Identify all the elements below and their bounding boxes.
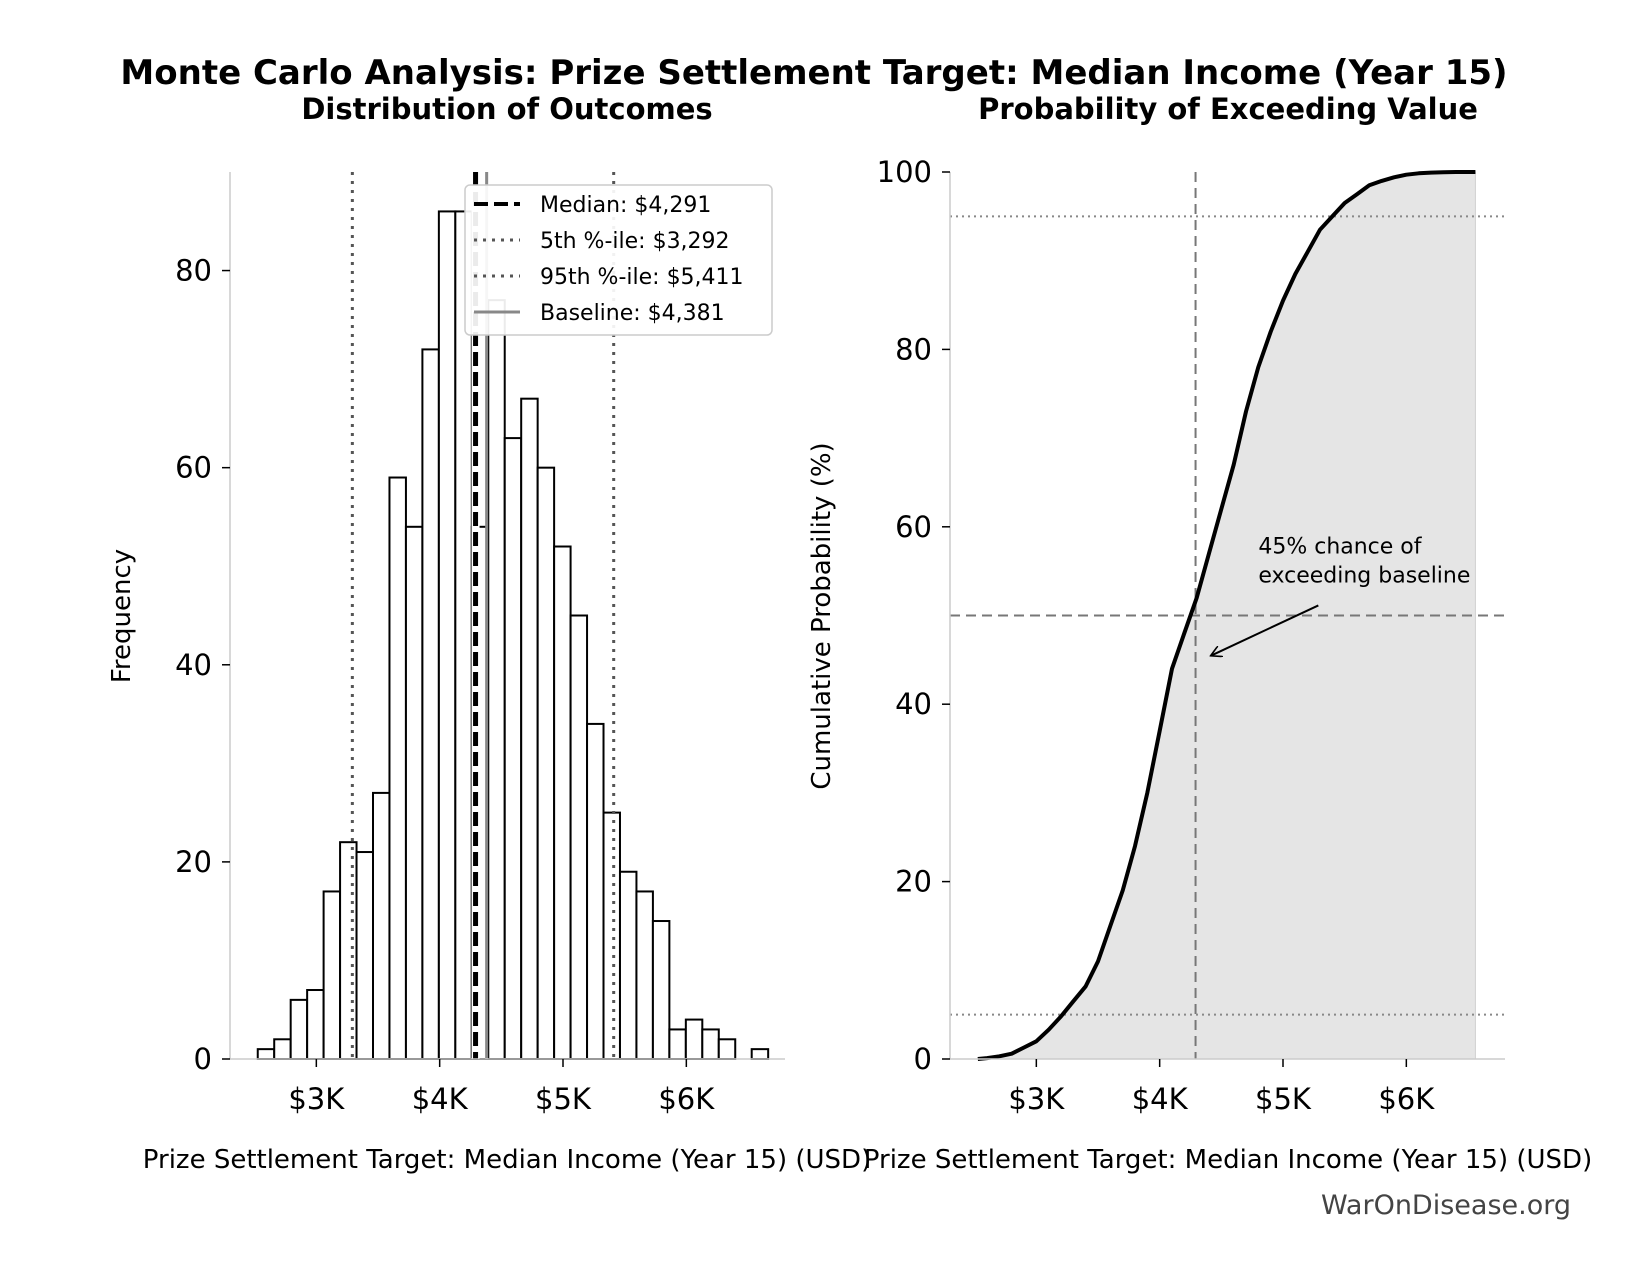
- histogram-bars: [256, 210, 770, 1061]
- histogram-x-ticks: $3K $4K $5K $6K: [288, 1059, 715, 1116]
- y-tick-label: 40: [175, 648, 212, 682]
- histogram-y-ticks: 0 20 40 60 80: [175, 254, 230, 1076]
- y-tick-label: 60: [895, 510, 932, 544]
- y-tick-label: 80: [895, 332, 932, 366]
- cumulative-x-axis-label: Prize Settlement Target: Median Income (…: [864, 1145, 1592, 1175]
- histogram-bar: [355, 851, 375, 1060]
- histogram-bar: [503, 437, 523, 1061]
- histogram-bar: [487, 299, 506, 1061]
- histogram-bar: [668, 1028, 687, 1061]
- histogram-bar: [437, 210, 457, 1060]
- histogram-bar: [569, 614, 589, 1060]
- cumulative-reference-lines: [950, 172, 1505, 1059]
- x-tick-label: $6K: [658, 1082, 715, 1116]
- y-tick-label: 20: [895, 865, 932, 899]
- y-tick-label: 0: [194, 1042, 212, 1076]
- histogram-bar: [454, 210, 473, 1060]
- annotation-line-1: 45% chance of: [1258, 534, 1422, 559]
- histogram-bar: [306, 989, 325, 1060]
- cumulative-y-axis-label: Cumulative Probability (%): [807, 442, 837, 789]
- legend-p95-label: 95th %-ile: $5,411: [540, 265, 744, 290]
- histogram-x-axis-label: Prize Settlement Target: Median Income (…: [143, 1145, 871, 1175]
- histogram-bar: [717, 1038, 737, 1061]
- annotation-line-2: exceeding baseline: [1258, 563, 1470, 588]
- cumulative-y-ticks: 0 20 40 60 80 100: [877, 155, 950, 1076]
- histogram-bar: [421, 348, 440, 1060]
- histogram-bar: [618, 870, 638, 1060]
- x-tick-label: $4K: [1132, 1082, 1189, 1116]
- watermark: WarOnDisease.org: [1321, 1190, 1571, 1221]
- x-tick-label: $5K: [1255, 1082, 1312, 1116]
- histogram-bar: [256, 1048, 276, 1060]
- y-tick-label: 80: [175, 254, 212, 288]
- x-tick-label: $3K: [288, 1082, 345, 1116]
- histogram-bar: [701, 1028, 720, 1061]
- histogram-bar: [635, 890, 654, 1061]
- histogram-bar: [750, 1048, 770, 1060]
- annotation-arrow: [1211, 604, 1319, 655]
- figure-title: Monte Carlo Analysis: Prize Settlement T…: [120, 53, 1507, 93]
- histogram-bar: [520, 397, 539, 1060]
- histogram-bar: [536, 466, 556, 1060]
- legend-median-label: Median: $4,291: [540, 193, 711, 218]
- legend-box: [464, 184, 773, 336]
- histogram-bar: [388, 476, 407, 1060]
- y-tick-label: 100: [877, 155, 932, 189]
- histogram-bar: [553, 545, 572, 1060]
- x-tick-label: $5K: [535, 1082, 592, 1116]
- histogram-bar: [289, 998, 309, 1060]
- histogram-legend: Median: $4,291 5th %-ile: $3,292 95th %-…: [464, 184, 773, 336]
- legend-baseline-label: Baseline: $4,381: [540, 301, 725, 326]
- histogram-bar: [684, 1018, 704, 1060]
- histogram-bar: [651, 920, 671, 1060]
- cumulative-title: Probability of Exceeding Value: [978, 92, 1478, 126]
- annotation-text: 45% chance of exceeding baseline: [1258, 534, 1470, 588]
- cumulative-panel: Probability of Exceeding Value 0 20 40 60 80…: [807, 92, 1592, 1175]
- histogram-y-axis-label: Frequency: [107, 549, 137, 683]
- y-tick-label: 40: [895, 687, 932, 721]
- cumulative-curve: [977, 170, 1476, 1061]
- x-tick-label: $3K: [1008, 1082, 1065, 1116]
- histogram-bar: [404, 525, 424, 1060]
- histogram-title: Distribution of Outcomes: [301, 92, 712, 126]
- histogram-bar: [322, 890, 342, 1061]
- histogram-bar: [586, 722, 605, 1061]
- x-tick-label: $6K: [1378, 1082, 1435, 1116]
- y-tick-label: 20: [175, 845, 212, 879]
- y-tick-label: 60: [175, 451, 212, 485]
- histogram-bar: [339, 841, 358, 1061]
- y-tick-label: 0: [914, 1042, 932, 1076]
- histogram-bar: [273, 1038, 292, 1061]
- histogram-bar: [602, 811, 621, 1060]
- legend-p5-label: 5th %-ile: $3,292: [540, 229, 730, 254]
- cumulative-x-ticks: $3K $4K $5K $6K: [1008, 1059, 1435, 1116]
- x-tick-label: $4K: [412, 1082, 469, 1116]
- histogram-bar: [372, 791, 391, 1061]
- histogram-panel: Distribution of Outcomes 0 20 40 60 80 $3K $4…: [107, 92, 871, 1175]
